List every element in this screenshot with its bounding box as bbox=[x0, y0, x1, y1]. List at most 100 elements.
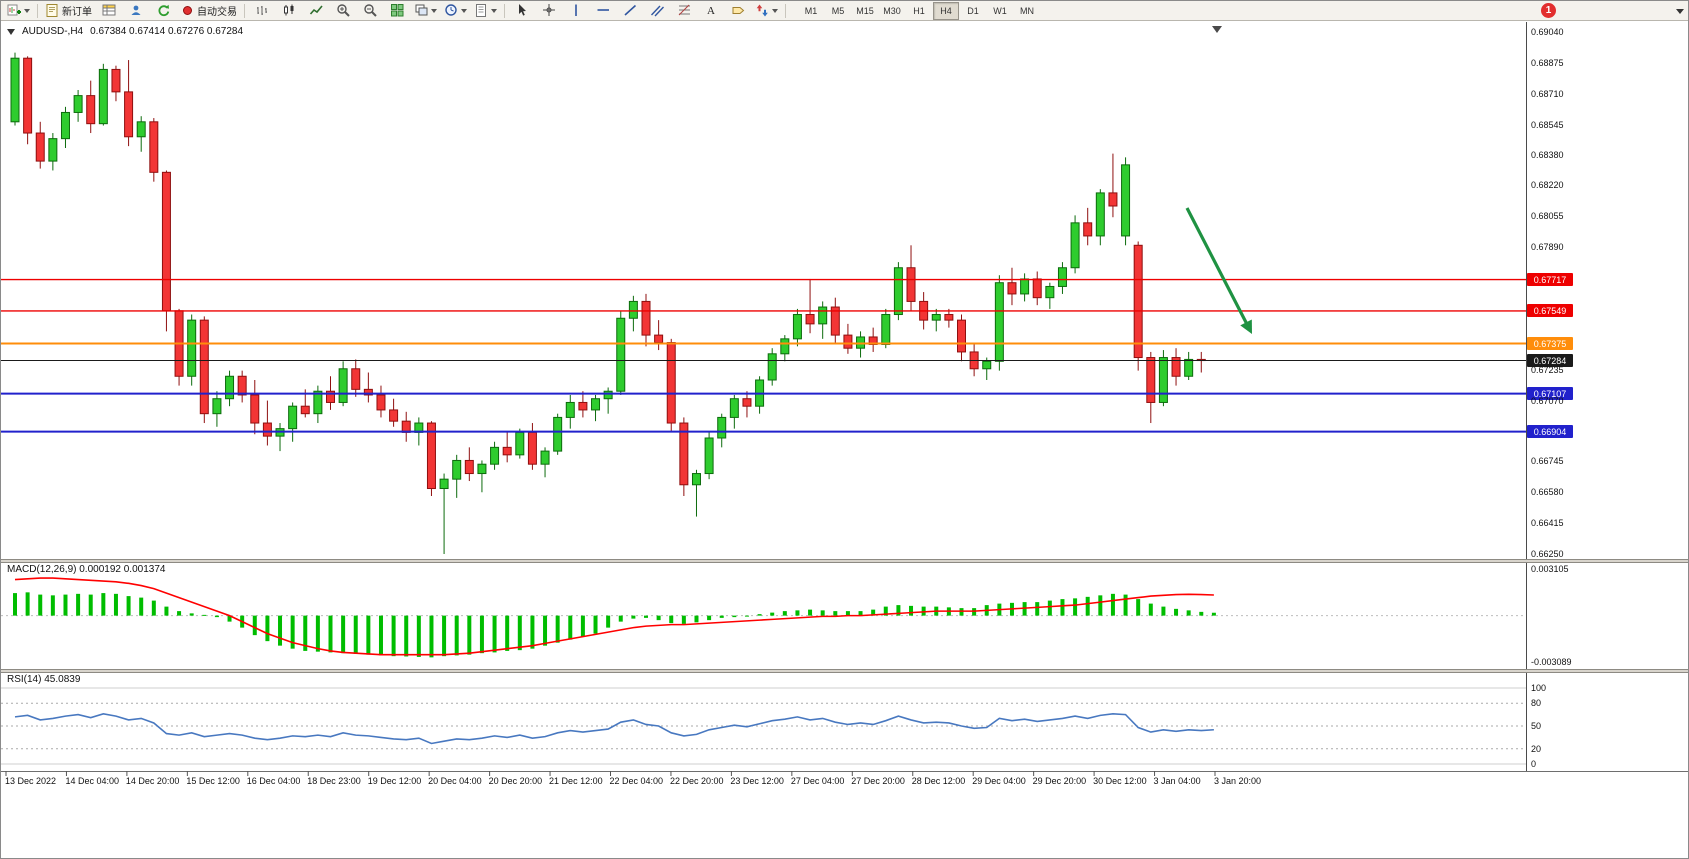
price-tick-label: 0.68055 bbox=[1531, 211, 1564, 222]
price-line-badge: 0.67107 bbox=[1527, 387, 1573, 401]
trendline-button[interactable] bbox=[617, 1, 643, 21]
timeframe-h4-button[interactable]: H4 bbox=[933, 1, 959, 20]
time-axis-label: 22 Dec 04:00 bbox=[609, 776, 664, 786]
fibonacci-icon bbox=[677, 3, 692, 18]
cursor-button[interactable] bbox=[509, 1, 535, 21]
arrow-icon bbox=[755, 3, 770, 18]
timeframe-m1-button[interactable]: M1 bbox=[804, 5, 818, 16]
panel-splitter-macd[interactable] bbox=[1, 559, 1688, 563]
time-axis-label: 14 Dec 04:00 bbox=[65, 776, 119, 786]
toolbar-separator bbox=[785, 3, 786, 18]
rsi-axis-label: 50 bbox=[1531, 721, 1542, 731]
price-tick-label: 0.67070 bbox=[1531, 395, 1564, 406]
rsi-axis-label: 100 bbox=[1531, 683, 1547, 693]
rsi-axis-label: 0 bbox=[1531, 759, 1537, 769]
notification-badge[interactable]: 1 bbox=[1541, 3, 1556, 18]
toolbar-separator bbox=[37, 3, 38, 18]
timeframe-m30-button[interactable]: M30 bbox=[883, 5, 901, 16]
rsi-label: RSI(14) 45.0839 bbox=[7, 674, 80, 685]
macd-values: 0.000192 0.001374 bbox=[79, 564, 166, 575]
rsi-name: RSI(14) bbox=[7, 674, 42, 685]
tile-windows-button[interactable] bbox=[384, 1, 410, 21]
price-line-badge: 0.67549 bbox=[1527, 304, 1573, 318]
time-axis-label: 28 Dec 12:00 bbox=[911, 776, 966, 786]
main-chart-panel[interactable] bbox=[1, 22, 1526, 559]
timeframe-h1-button[interactable]: H1 bbox=[913, 5, 925, 16]
cascade-icon bbox=[414, 3, 429, 18]
vertical-line-icon bbox=[569, 3, 584, 18]
new-order-button[interactable]: 新订单 bbox=[42, 1, 95, 21]
market-watch-button[interactable] bbox=[96, 1, 122, 21]
new-order-button-label: 新订单 bbox=[62, 7, 92, 18]
horizontal-line-icon bbox=[596, 3, 611, 18]
macd-name: MACD(12,26,9) bbox=[7, 564, 77, 575]
panel-splitter-rsi[interactable] bbox=[1, 669, 1688, 673]
price-tick-label: 0.68545 bbox=[1531, 119, 1564, 130]
label-button[interactable] bbox=[725, 1, 751, 21]
price-tick-label: 0.67235 bbox=[1531, 364, 1564, 375]
price-tick-label: 0.69040 bbox=[1531, 27, 1564, 37]
chart-menu-icon[interactable] bbox=[7, 28, 15, 35]
time-axis-label: 14 Dec 20:00 bbox=[125, 776, 180, 786]
cursor-icon bbox=[515, 3, 530, 18]
trendline-icon bbox=[623, 3, 638, 18]
chevron-down-icon bbox=[491, 8, 497, 13]
time-axis-label: 21 Dec 12:00 bbox=[549, 776, 603, 786]
time-axis-label: 29 Dec 20:00 bbox=[1032, 776, 1087, 786]
timeframe-m5-button[interactable]: M5 bbox=[831, 5, 845, 16]
channel-icon bbox=[650, 3, 665, 18]
price-line-badge: 0.66904 bbox=[1527, 425, 1573, 439]
arrange-button[interactable] bbox=[411, 1, 440, 21]
period-button[interactable] bbox=[441, 1, 470, 21]
macd-panel[interactable] bbox=[1, 563, 1526, 669]
toolbar-separator bbox=[244, 3, 245, 18]
bar-chart-icon bbox=[255, 3, 270, 18]
timeframe-mn-button[interactable]: MN bbox=[1020, 5, 1034, 16]
vertical-line-button[interactable] bbox=[563, 1, 589, 21]
rsi-value: 45.0839 bbox=[44, 674, 81, 685]
toolbar-overflow-chevron[interactable] bbox=[1676, 9, 1684, 14]
time-axis-label: 29 Dec 04:00 bbox=[972, 776, 1026, 786]
line-chart-button[interactable] bbox=[303, 1, 329, 21]
timeframe-d1-button[interactable]: D1 bbox=[967, 5, 979, 16]
horizontal-line-button[interactable] bbox=[590, 1, 616, 21]
chart-plus-icon bbox=[7, 3, 22, 18]
symbol-name: AUDUSD-,H4 bbox=[22, 26, 84, 37]
arrows-button[interactable] bbox=[752, 1, 781, 21]
rsi-panel[interactable] bbox=[1, 673, 1526, 771]
bar-chart-button[interactable] bbox=[249, 1, 275, 21]
timeframe-w1-button[interactable]: W1 bbox=[993, 5, 1007, 16]
time-axis-label: 16 Dec 04:00 bbox=[246, 776, 301, 786]
line-chart-icon bbox=[309, 3, 324, 18]
timeframe-m15-button[interactable]: M15 bbox=[856, 5, 874, 16]
channel-button[interactable] bbox=[644, 1, 670, 21]
price-tick-label: 0.66580 bbox=[1531, 487, 1564, 498]
price-line-badge: 0.67284 bbox=[1527, 354, 1573, 368]
toolbar-separator bbox=[504, 3, 505, 18]
price-tick-label: 0.66415 bbox=[1531, 518, 1564, 529]
chart-shift-marker[interactable] bbox=[1212, 26, 1222, 33]
auto-trading-button-label: 自动交易 bbox=[197, 7, 237, 18]
time-axis-label: 13 Dec 2022 bbox=[5, 776, 57, 786]
template-button[interactable] bbox=[471, 1, 500, 21]
zoom-in-button[interactable] bbox=[330, 1, 356, 21]
price-line-badge: 0.67375 bbox=[1527, 337, 1573, 351]
zoom-out-icon bbox=[363, 3, 378, 18]
clock-icon bbox=[444, 3, 459, 18]
profile-button[interactable] bbox=[123, 1, 149, 21]
fibonacci-button[interactable] bbox=[671, 1, 697, 21]
time-axis-label: 3 Jan 04:00 bbox=[1153, 776, 1201, 786]
new-chart-button[interactable] bbox=[4, 1, 33, 21]
auto-trading-button[interactable]: 自动交易 bbox=[177, 1, 240, 21]
candlestick-chart-button[interactable] bbox=[276, 1, 302, 21]
refresh-button[interactable] bbox=[150, 1, 176, 21]
crosshair-icon bbox=[542, 3, 557, 18]
macd-axis-label: 0.003105 bbox=[1531, 564, 1569, 574]
time-axis bbox=[1, 771, 1688, 795]
price-tick-label: 0.68875 bbox=[1531, 57, 1564, 68]
crosshair-button[interactable] bbox=[536, 1, 562, 21]
zoom-out-button[interactable] bbox=[357, 1, 383, 21]
text-button[interactable]: A bbox=[698, 1, 724, 21]
new-order-icon bbox=[45, 3, 60, 18]
refresh-icon bbox=[156, 3, 171, 18]
